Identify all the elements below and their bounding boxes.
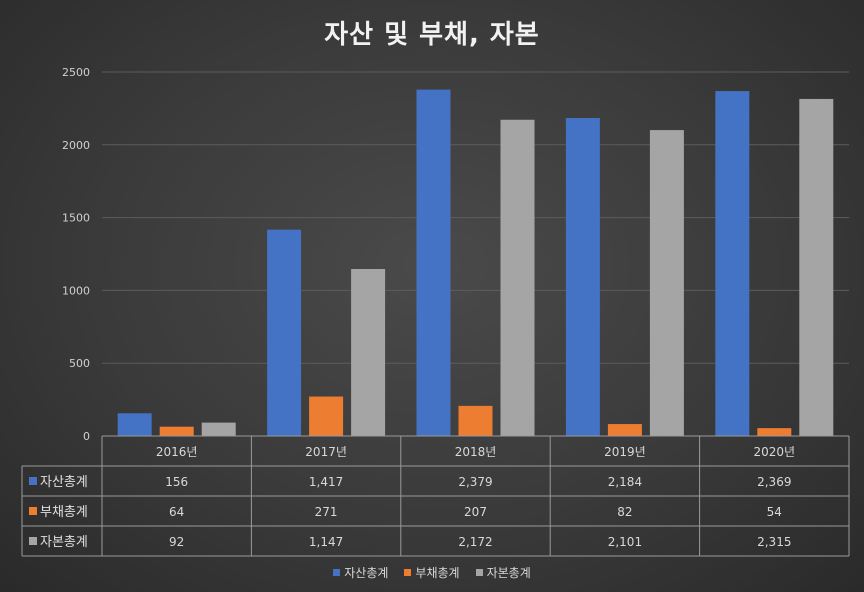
legend-item-assets: 자산총계 [333, 564, 388, 581]
data-label: 2,369 [757, 475, 791, 489]
data-label: 207 [464, 505, 487, 519]
x-tick-label: 2020년 [754, 445, 796, 459]
bar [565, 118, 600, 437]
data-label: 2,172 [458, 535, 492, 549]
bar [159, 426, 194, 436]
data-label: 2,184 [608, 475, 642, 489]
data-label: 82 [617, 505, 632, 519]
table-row-label: 자본총계 [40, 535, 88, 550]
legend-swatch-assets [333, 569, 341, 576]
y-tick-label: 500 [69, 357, 90, 370]
x-tick-label: 2018년 [455, 445, 497, 459]
data-label: 64 [169, 505, 184, 519]
data-label: 92 [169, 535, 184, 549]
bar [351, 268, 386, 436]
data-label: 2,101 [608, 535, 642, 549]
bar [757, 428, 792, 436]
y-tick-label: 2000 [62, 139, 90, 152]
legend-swatch-equity [475, 569, 483, 576]
legend-label-assets: 자산총계 [344, 566, 389, 580]
legend-label-liabilities: 부채총계 [415, 566, 460, 580]
x-tick-label: 2016년 [156, 445, 198, 459]
bar [309, 396, 344, 436]
bar [799, 98, 834, 436]
bar [649, 130, 684, 436]
data-label: 1,417 [309, 475, 343, 489]
table-row-label: 부채총계 [40, 505, 88, 520]
y-tick-label: 2500 [62, 66, 90, 79]
bar [500, 119, 535, 436]
legend-label-equity: 자본총계 [486, 566, 531, 580]
bar [416, 89, 451, 436]
bar [607, 424, 642, 436]
y-tick-label: 0 [83, 430, 90, 443]
data-label: 54 [767, 505, 782, 519]
legend-item-equity: 자본총계 [475, 564, 531, 581]
table-legend-swatch [29, 537, 37, 545]
data-label: 271 [315, 505, 338, 519]
bar [117, 413, 152, 436]
bar [458, 405, 493, 436]
data-label: 2,379 [458, 475, 492, 489]
table-legend-swatch [29, 477, 37, 485]
chart-title: 자산 및 부채, 자본 [324, 20, 540, 50]
x-tick-label: 2019년 [604, 445, 646, 459]
bar [201, 422, 236, 436]
y-tick-label: 1500 [62, 212, 90, 225]
data-label: 1,147 [309, 535, 343, 549]
table-row-label: 자산총계 [40, 475, 88, 490]
table-legend-swatch [29, 507, 37, 515]
legend: 자산총계 부채총계 자본총계 [0, 564, 864, 581]
y-tick-label: 1000 [62, 284, 90, 297]
legend-swatch-liabilities [404, 569, 412, 576]
x-tick-label: 2017년 [305, 445, 347, 459]
data-label: 156 [165, 475, 188, 489]
bar [715, 91, 750, 436]
data-label: 2,315 [757, 535, 791, 549]
legend-item-liabilities: 부채총계 [404, 564, 460, 581]
bar [267, 229, 302, 436]
